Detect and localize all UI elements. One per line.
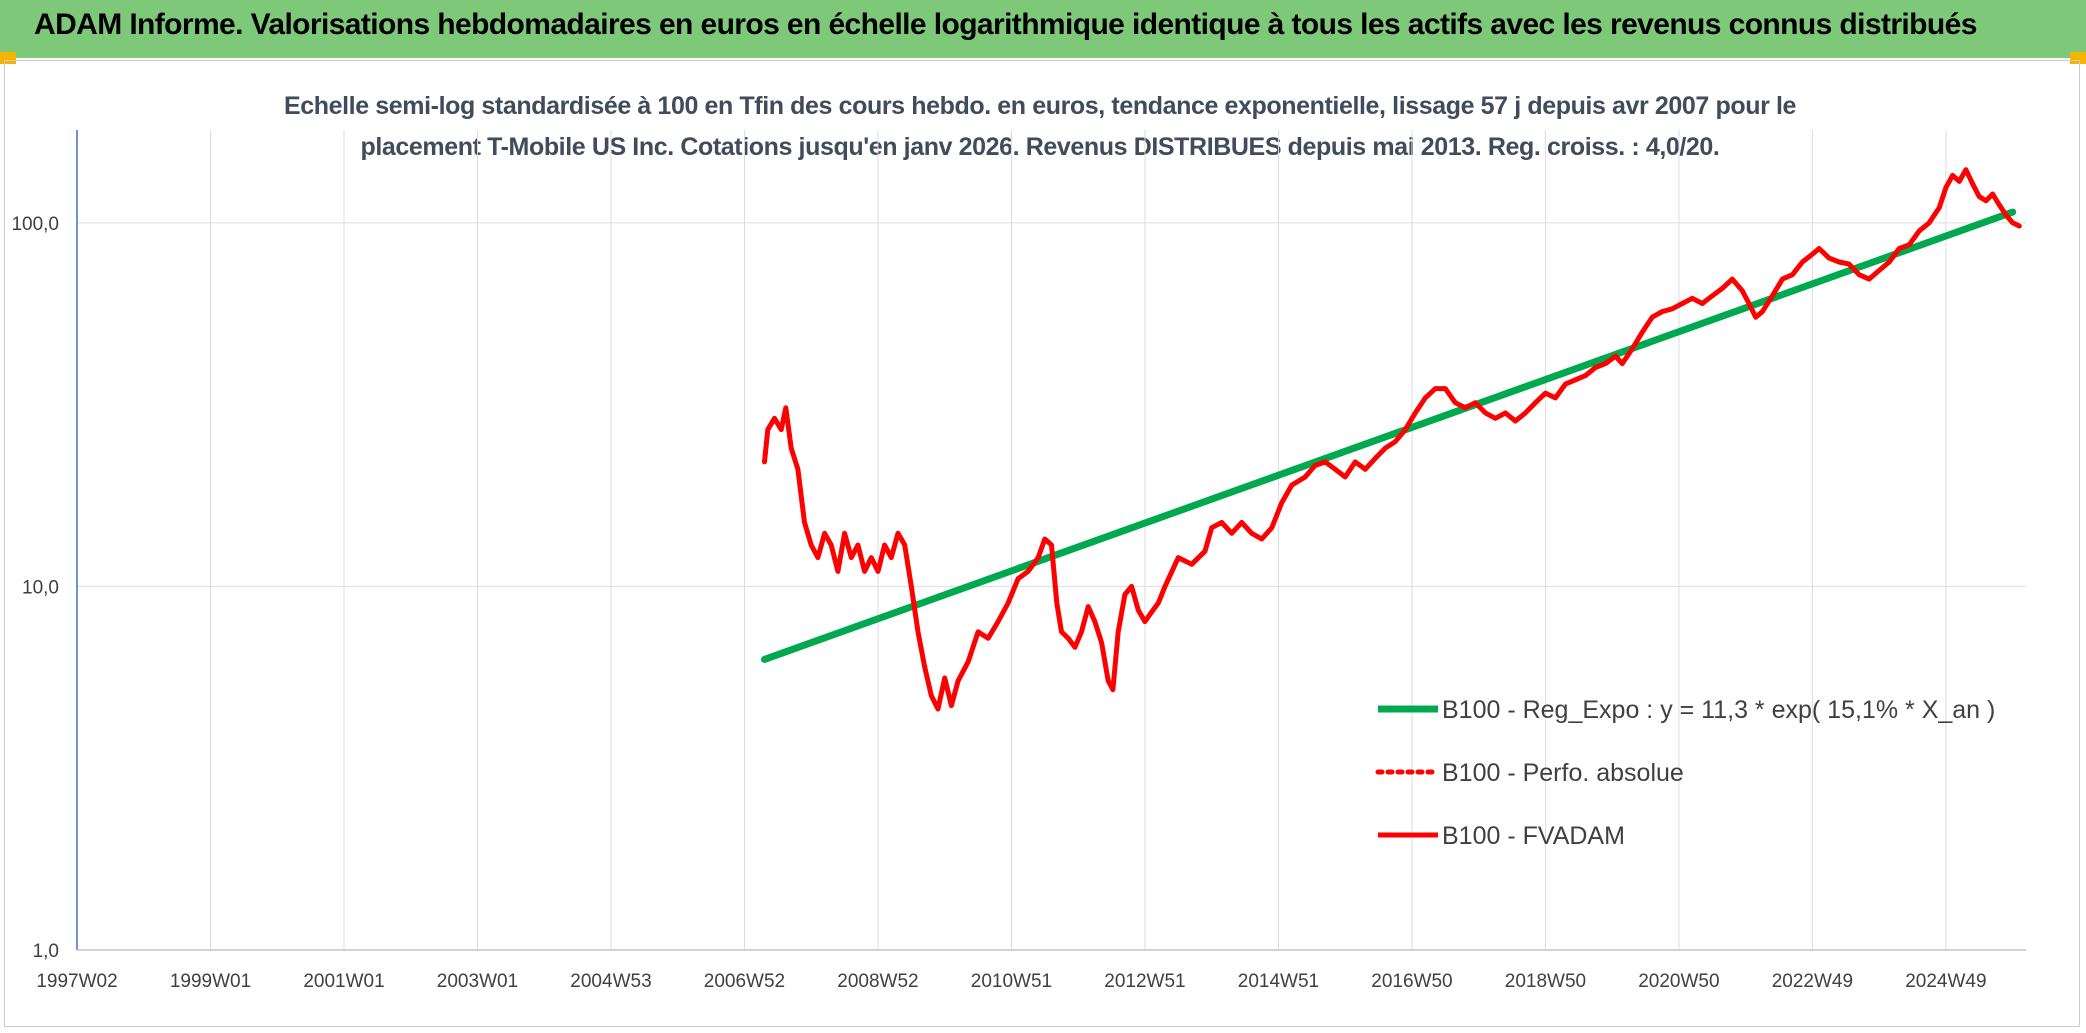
x-tick-label: 1999W01 [170,971,251,992]
chart-frame [4,60,2080,1027]
chart-title-line2: placement T-Mobile US Inc. Cotations jus… [360,133,1720,161]
legend-label-2: B100 - Perfo. absolue [1442,759,1684,787]
series-line-3 [762,167,2022,712]
x-tick-label: 2004W53 [570,971,651,992]
x-tick-label: 2014W51 [1238,971,1319,992]
header-banner: ADAM Informe. Valorisations hebdomadaire… [0,0,2086,58]
banner-title: ADAM Informe. Valorisations hebdomadaire… [34,8,1977,41]
x-tick-label: 2018W50 [1505,971,1586,992]
series-line-1 [761,208,2017,663]
y-tick-label: 100,0 [11,214,59,235]
x-tick-label: 2008W52 [837,971,918,992]
x-tick-label: 2010W51 [971,971,1052,992]
x-tick-label: 1997W02 [36,971,117,992]
x-tick-label: 2022W49 [1772,971,1853,992]
x-tick-label: 2016W50 [1371,971,1452,992]
y-tick-label: 10,0 [22,577,59,598]
x-tick-label: 2003W01 [437,971,518,992]
chart-title-line1: Echelle semi-log standardisée à 100 en T… [283,92,1797,120]
x-tick-label: 2012W51 [1104,971,1185,992]
x-tick-label: 2020W50 [1638,971,1719,992]
y-tick-label: 1,0 [33,941,59,962]
x-tick-label: 2006W52 [704,971,785,992]
x-tick-label: 2001W01 [303,971,384,992]
legend-label-1: B100 - Reg_Expo : y = 11,3 * exp( 15,1% … [1442,696,1995,724]
legend-label-3: B100 - FVADAM [1442,822,1625,850]
x-tick-label: 2024W49 [1905,971,1986,992]
corner-marker-right [2070,52,2086,64]
